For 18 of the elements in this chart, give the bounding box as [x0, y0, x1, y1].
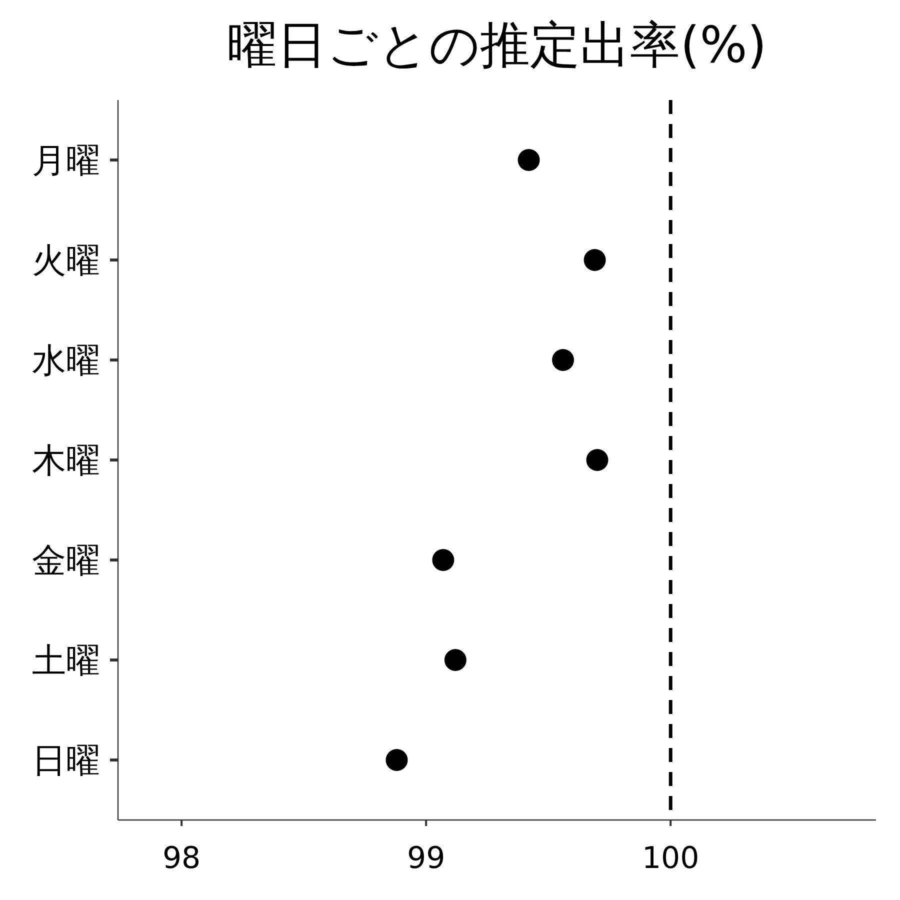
y-tick-label: 日曜 [32, 741, 100, 781]
x-tick-label: 98 [162, 841, 201, 876]
chart-title: 曜日ごとの推定出率(%) [227, 16, 767, 74]
point [518, 149, 540, 171]
y-tick-label: 金曜 [32, 541, 100, 581]
point [552, 349, 574, 371]
y-tick-label: 土曜 [32, 641, 100, 681]
point [584, 249, 606, 271]
y-tick-label: 火曜 [32, 241, 100, 281]
point [386, 749, 408, 771]
y-tick-label: 水曜 [32, 341, 100, 381]
x-tick-label: 99 [406, 841, 446, 876]
point [444, 649, 466, 671]
point [432, 549, 454, 571]
y-tick-label: 木曜 [32, 441, 100, 481]
y-tick-label: 月曜 [32, 141, 100, 181]
point [586, 449, 608, 471]
x-tick-label: 100 [642, 841, 700, 876]
